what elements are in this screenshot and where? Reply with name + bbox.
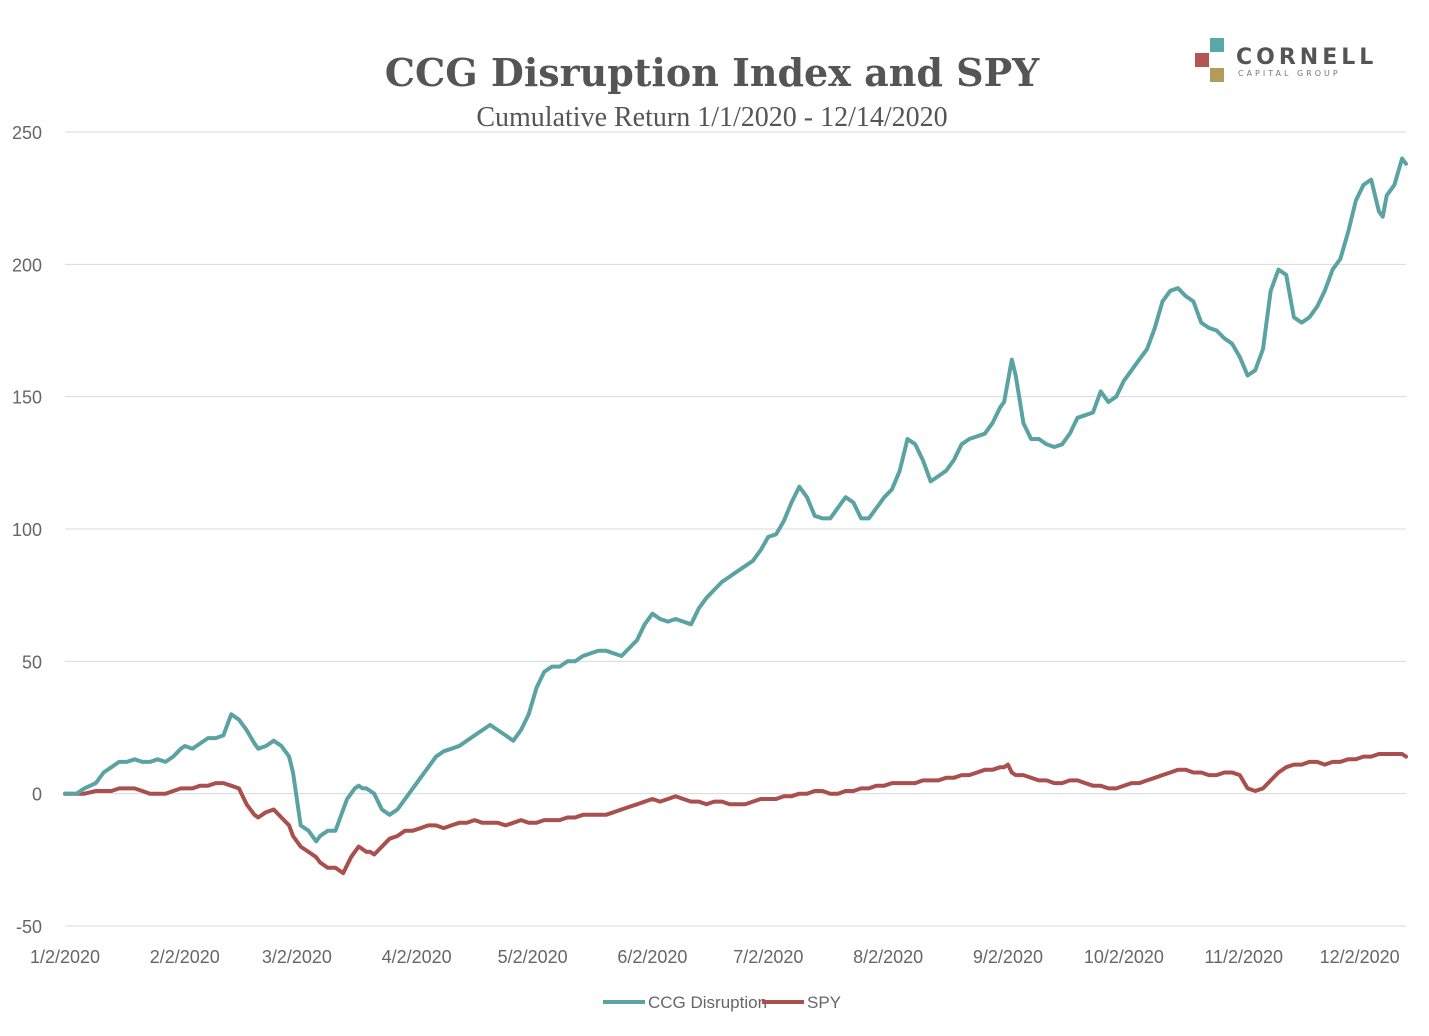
series-line-spy — [63, 752, 1408, 876]
chart-title: CCG Disruption Index and SPY — [385, 50, 1040, 95]
y-axis-ticks: 250 200 150 100 50 0 -50 — [12, 123, 42, 937]
y-tick-label: 250 — [12, 123, 42, 143]
logo-tagline: CAPITAL GROUP — [1238, 69, 1341, 78]
x-tick-label: 12/2/2020 — [1320, 947, 1400, 967]
logo-square-gold — [1210, 68, 1224, 82]
logo-square-teal — [1210, 38, 1224, 52]
y-tick-label: -50 — [16, 917, 42, 937]
legend-label-spy: SPY — [807, 993, 841, 1012]
legend-label-ccg-disruption: CCG Disruption — [648, 993, 767, 1012]
series-line-ccg-disruption — [63, 156, 1408, 844]
y-tick-label: 0 — [32, 785, 42, 805]
x-tick-label: 10/2/2020 — [1084, 947, 1164, 967]
y-tick-label: 100 — [12, 520, 42, 540]
x-tick-label: 8/2/2020 — [853, 947, 923, 967]
x-tick-label: 11/2/2020 — [1204, 947, 1283, 967]
x-tick-label: 1/2/2020 — [30, 947, 100, 967]
x-tick-label: 4/2/2020 — [382, 947, 452, 967]
x-tick-label: 7/2/2020 — [733, 947, 803, 967]
x-tick-label: 5/2/2020 — [498, 947, 568, 967]
x-tick-label: 3/2/2020 — [262, 947, 332, 967]
x-axis-ticks: 1/2/2020 2/2/2020 3/2/2020 4/2/2020 5/2/2020… — [30, 947, 1400, 967]
logo-square-red — [1195, 53, 1209, 67]
x-tick-label: 2/2/2020 — [150, 947, 220, 967]
y-tick-label: 150 — [12, 388, 42, 408]
series-lines — [63, 156, 1408, 876]
chart-subtitle: Cumulative Return 1/1/2020 - 12/14/2020 — [476, 102, 947, 133]
y-tick-label: 200 — [12, 255, 42, 275]
y-tick-label: 50 — [22, 652, 42, 672]
legend: CCG Disruption SPY — [603, 993, 841, 1012]
grid-lines — [65, 131, 1406, 927]
cornell-logo: CORNELL CAPITAL GROUP — [1195, 38, 1377, 82]
x-tick-label: 6/2/2020 — [617, 947, 687, 967]
logo-name: CORNELL — [1236, 45, 1377, 70]
x-tick-label: 9/2/2020 — [973, 947, 1043, 967]
